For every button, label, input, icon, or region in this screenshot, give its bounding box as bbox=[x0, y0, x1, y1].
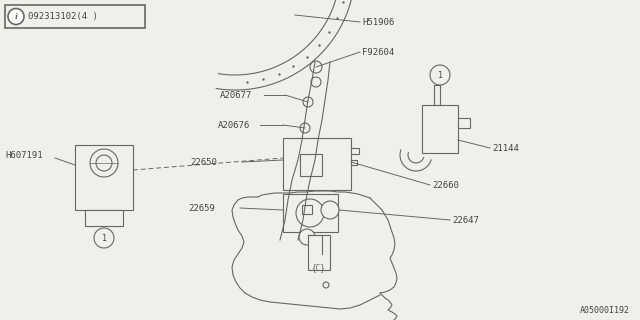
Circle shape bbox=[321, 201, 339, 219]
Text: A20676: A20676 bbox=[218, 121, 250, 130]
Text: H607191: H607191 bbox=[5, 150, 43, 159]
Bar bbox=[300, 154, 322, 176]
Bar bbox=[422, 105, 458, 153]
Circle shape bbox=[316, 242, 328, 254]
Bar bbox=[283, 194, 338, 232]
Text: A05000I192: A05000I192 bbox=[580, 306, 630, 315]
Text: 1: 1 bbox=[101, 234, 107, 243]
Text: H51906: H51906 bbox=[362, 18, 394, 27]
Bar bbox=[351, 148, 359, 154]
Text: 092313102(4 ): 092313102(4 ) bbox=[28, 12, 98, 21]
Text: 21144: 21144 bbox=[492, 143, 519, 153]
Circle shape bbox=[8, 9, 24, 25]
Circle shape bbox=[430, 65, 450, 85]
Circle shape bbox=[300, 123, 310, 133]
Circle shape bbox=[299, 229, 315, 245]
Text: 1: 1 bbox=[437, 70, 443, 79]
Text: F92604: F92604 bbox=[362, 47, 394, 57]
Text: i: i bbox=[15, 12, 17, 20]
Circle shape bbox=[94, 228, 114, 248]
Text: 22650: 22650 bbox=[190, 157, 217, 166]
Circle shape bbox=[296, 199, 324, 227]
Text: 22659: 22659 bbox=[188, 204, 215, 212]
Bar bbox=[5, 5, 145, 28]
Bar bbox=[283, 138, 351, 190]
Bar bbox=[351, 160, 357, 165]
Text: 22647: 22647 bbox=[452, 215, 479, 225]
Text: 22660: 22660 bbox=[432, 180, 459, 189]
Circle shape bbox=[311, 77, 321, 87]
Text: {C}: {C} bbox=[311, 263, 325, 273]
Bar bbox=[75, 145, 133, 210]
Circle shape bbox=[310, 61, 322, 73]
Bar bbox=[308, 235, 330, 270]
Circle shape bbox=[96, 155, 112, 171]
Circle shape bbox=[90, 149, 118, 177]
Bar bbox=[458, 118, 470, 128]
Bar bbox=[302, 205, 312, 214]
Circle shape bbox=[323, 282, 329, 288]
Bar bbox=[85, 210, 123, 226]
Circle shape bbox=[303, 97, 313, 107]
Text: A20677: A20677 bbox=[220, 91, 252, 100]
